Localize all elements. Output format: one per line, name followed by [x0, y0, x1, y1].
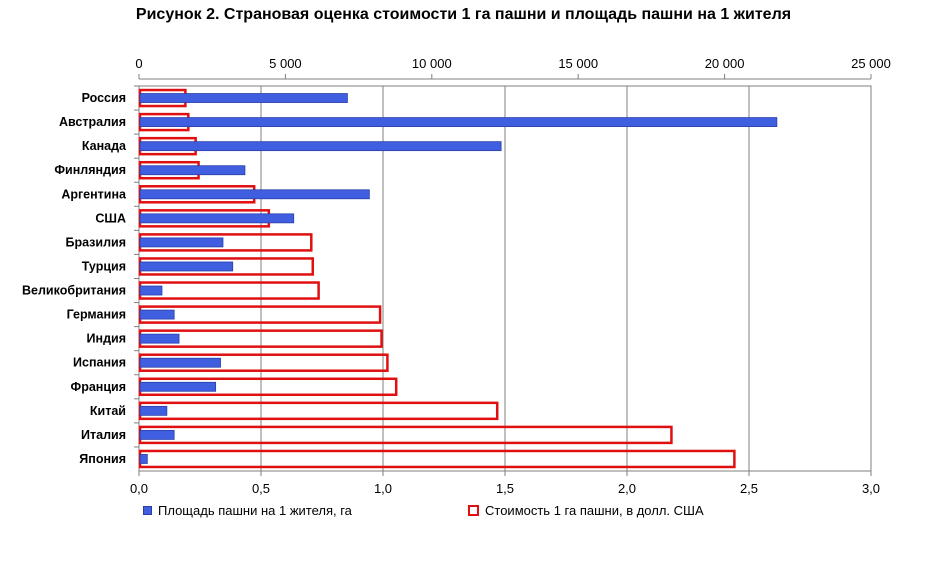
bar-area — [139, 309, 175, 320]
category-label: Аргентина — [61, 187, 127, 201]
x-top-tick-label: 0 — [135, 56, 142, 71]
bar-area — [139, 405, 168, 416]
category-label: Великобритания — [22, 284, 126, 298]
legend-item-cost: Стоимость 1 га пашни, в долл. США — [468, 503, 704, 518]
x-top-tick-label: 10 000 — [412, 56, 452, 71]
x-bottom-tick-label: 0,0 — [130, 481, 148, 496]
category-label: Япония — [79, 452, 126, 466]
x-bottom-tick-label: 0,5 — [252, 481, 270, 496]
x-top-tick-label: 25 000 — [851, 56, 891, 71]
legend-swatch-area — [143, 506, 152, 515]
category-label: Китай — [90, 404, 126, 418]
x-top-tick-label: 20 000 — [705, 56, 745, 71]
category-label: Канада — [82, 139, 127, 153]
x-top-tick-label: 5 000 — [269, 56, 302, 71]
bar-area — [139, 381, 217, 392]
category-label: Германия — [67, 308, 126, 322]
bar-area — [139, 333, 180, 344]
legend-label-area: Площадь пашни на 1 жителя, га — [158, 503, 352, 518]
bar-cost — [138, 449, 736, 469]
category-label: Россия — [82, 91, 126, 105]
bar-area — [139, 237, 224, 248]
bar-area — [139, 261, 234, 272]
bar-area — [139, 165, 246, 176]
legend-item-area: Площадь пашни на 1 жителя, га — [143, 503, 352, 518]
category-label: Финляндия — [54, 163, 126, 177]
bar-area — [139, 285, 163, 296]
bar-area — [139, 454, 148, 464]
x-bottom-tick-label: 3,0 — [862, 481, 880, 496]
x-bottom-tick-label: 2,5 — [740, 481, 758, 496]
category-label: Бразилия — [65, 235, 126, 249]
bar-area — [139, 117, 778, 127]
bar-area — [139, 93, 348, 103]
category-label: Италия — [81, 428, 126, 442]
legend-swatch-cost — [468, 505, 479, 516]
bar-area — [139, 189, 370, 200]
chart-title: Рисунок 2. Страновая оценка стоимости 1 … — [135, 6, 792, 23]
category-label: Франция — [71, 380, 126, 394]
x-top-tick-label: 15 000 — [558, 56, 598, 71]
category-label: Испания — [73, 356, 126, 370]
category-label: Турция — [82, 259, 126, 273]
bar-cost — [138, 281, 320, 300]
bar-area — [139, 213, 295, 224]
x-bottom-tick-label: 1,0 — [374, 481, 392, 496]
bar-area — [139, 141, 502, 152]
bar-cost — [138, 305, 382, 324]
category-label: США — [95, 211, 126, 225]
bar-area — [139, 357, 221, 368]
x-bottom-tick-label: 1,5 — [496, 481, 514, 496]
legend-label-cost: Стоимость 1 га пашни, в долл. США — [485, 503, 704, 518]
bar-area — [139, 430, 175, 440]
category-label: Австралия — [59, 115, 126, 129]
bar-cost — [138, 425, 673, 445]
x-bottom-tick-label: 2,0 — [618, 481, 636, 496]
category-label: Индия — [87, 332, 126, 346]
bar-cost — [138, 401, 499, 421]
